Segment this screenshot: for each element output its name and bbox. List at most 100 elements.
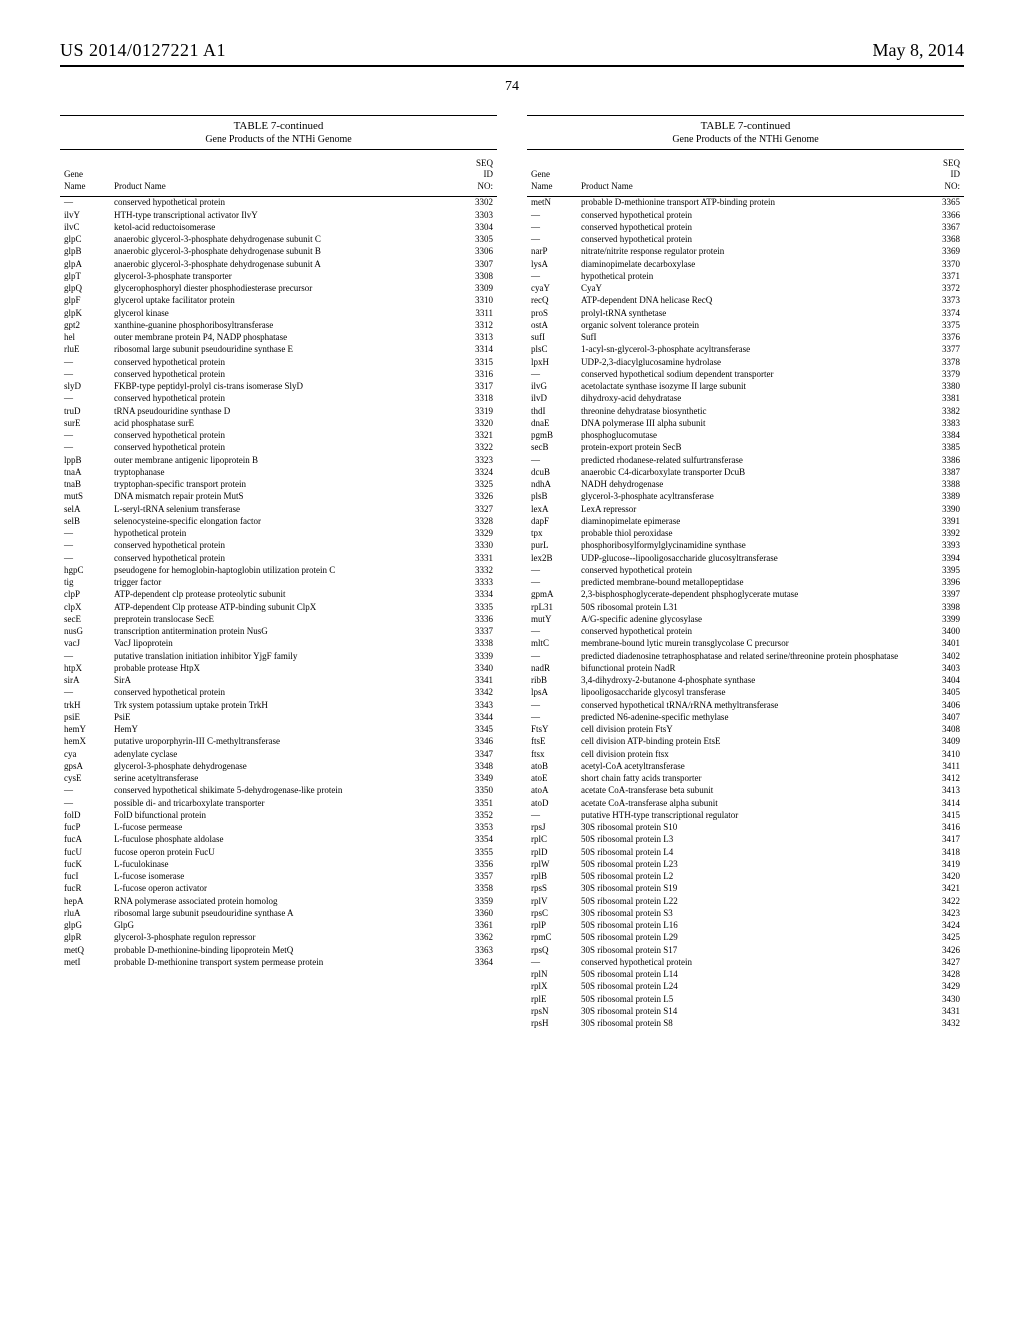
- cell-product: 30S ribosomal protein S14: [577, 1005, 918, 1017]
- cell-product: nitrate/nitrite response regulator prote…: [577, 246, 918, 258]
- table-row: ostAorganic solvent tolerance protein337…: [527, 319, 964, 331]
- cell-seq: 3335: [451, 601, 497, 613]
- cell-seq: 3380: [918, 381, 964, 393]
- cell-seq: 3304: [451, 221, 497, 233]
- cell-product: tRNA pseudouridine synthase D: [110, 405, 451, 417]
- table-row: rluEribosomal large subunit pseudouridin…: [60, 344, 497, 356]
- header-rule: [60, 65, 964, 67]
- cell-seq: 3346: [451, 736, 497, 748]
- table-row: glpTglycerol-3-phosphate transporter3308: [60, 270, 497, 282]
- cell-gene: truD: [60, 405, 110, 417]
- cell-product: conserved hypothetical sodium dependent …: [577, 368, 918, 380]
- cell-gene: ftsE: [527, 736, 577, 748]
- table-row: —conserved hypothetical protein3331: [60, 552, 497, 564]
- cell-product: conserved hypothetical protein: [577, 564, 918, 576]
- cell-gene: glpB: [60, 246, 110, 258]
- cell-gene: vacJ: [60, 638, 110, 650]
- table-row: atoBacetyl-CoA acetyltransferase3411: [527, 760, 964, 772]
- cell-gene: ostA: [527, 319, 577, 331]
- cell-gene: narP: [527, 246, 577, 258]
- table-row: psiEPsiE3344: [60, 711, 497, 723]
- cell-product: anaerobic C4-dicarboxylate transporter D…: [577, 466, 918, 478]
- cell-gene: clpP: [60, 589, 110, 601]
- cell-gene: rplD: [527, 846, 577, 858]
- cell-product: phosphoglucomutase: [577, 430, 918, 442]
- cell-product: anaerobic glycerol-3-phosphate dehydroge…: [110, 246, 451, 258]
- cell-product: glycerol-3-phosphate transporter: [110, 270, 451, 282]
- cell-product: L-fucose isomerase: [110, 871, 451, 883]
- cell-seq: 3305: [451, 234, 497, 246]
- cell-gene: cysE: [60, 773, 110, 785]
- cell-seq: 3363: [451, 944, 497, 956]
- cell-seq: 3413: [918, 785, 964, 797]
- cell-gene: hel: [60, 332, 110, 344]
- table-row: cyaadenylate cyclase3347: [60, 748, 497, 760]
- cell-gene: rplW: [527, 858, 577, 870]
- cell-seq: 3326: [451, 491, 497, 503]
- cell-product: conserved hypothetical tRNA/rRNA methylt…: [577, 699, 918, 711]
- cell-product: preprotein translocase SecE: [110, 613, 451, 625]
- table-row: rplC50S ribosomal protein L33417: [527, 834, 964, 846]
- cell-seq: 3401: [918, 638, 964, 650]
- cell-gene: trkH: [60, 699, 110, 711]
- table-row: gpt2xanthine-guanine phosphoribosyltrans…: [60, 319, 497, 331]
- table-row: glpFglycerol uptake facilitator protein3…: [60, 295, 497, 307]
- cell-product: putative translation initiation inhibito…: [110, 650, 451, 662]
- cell-gene: plsB: [527, 491, 577, 503]
- cell-product: outer membrane antigenic lipoprotein B: [110, 454, 451, 466]
- cell-seq: 3344: [451, 711, 497, 723]
- cell-gene: slyD: [60, 381, 110, 393]
- cell-seq: 3368: [918, 234, 964, 246]
- cell-gene: glpR: [60, 932, 110, 944]
- cell-product: prolyl-tRNA synthetase: [577, 307, 918, 319]
- cell-seq: 3345: [451, 724, 497, 736]
- table-row: hepARNA polymerase associated protein ho…: [60, 895, 497, 907]
- table-row: ilvYHTH-type transcriptional activator I…: [60, 209, 497, 221]
- cell-seq: 3379: [918, 368, 964, 380]
- table-row: hgpCpseudogene for hemoglobin-haptoglobi…: [60, 564, 497, 576]
- table-row: —possible di- and tricarboxylate transpo…: [60, 797, 497, 809]
- table-row: fucKL-fuculokinase3356: [60, 858, 497, 870]
- cell-gene: glpG: [60, 920, 110, 932]
- cell-product: cell division ATP-binding protein EtsE: [577, 736, 918, 748]
- cell-seq: 3355: [451, 846, 497, 858]
- cell-product: GlpG: [110, 920, 451, 932]
- cell-product: PsiE: [110, 711, 451, 723]
- table-row: —conserved hypothetical protein3400: [527, 626, 964, 638]
- cell-product: L-seryl-tRNA selenium transferase: [110, 503, 451, 515]
- cell-product: hypothetical protein: [110, 528, 451, 540]
- cell-seq: 3377: [918, 344, 964, 356]
- cell-gene: —: [527, 564, 577, 576]
- cell-seq: 3349: [451, 773, 497, 785]
- cell-seq: 3365: [918, 196, 964, 209]
- table-rule-top: [60, 115, 497, 116]
- cell-product: 50S ribosomal protein L3: [577, 834, 918, 846]
- cell-product: 50S ribosomal protein L5: [577, 993, 918, 1005]
- table-row: sirASirA3341: [60, 675, 497, 687]
- table-row: ftsEcell division ATP-binding protein Et…: [527, 736, 964, 748]
- cell-product: 50S ribosomal protein L29: [577, 932, 918, 944]
- table-row: rplV50S ribosomal protein L223422: [527, 895, 964, 907]
- cell-product: outer membrane protein P4, NADP phosphat…: [110, 332, 451, 344]
- cell-product: fucose operon protein FucU: [110, 846, 451, 858]
- cell-product: FolD bifunctional protein: [110, 809, 451, 821]
- cell-seq: 3343: [451, 699, 497, 711]
- cell-gene: lex2B: [527, 552, 577, 564]
- cell-seq: 3325: [451, 479, 497, 491]
- table-row: cysEserine acetyltransferase3349: [60, 773, 497, 785]
- cell-product: Trk system potassium uptake protein TrkH: [110, 699, 451, 711]
- cell-gene: ribB: [527, 675, 577, 687]
- table-row: glpAanaerobic glycerol-3-phosphate dehyd…: [60, 258, 497, 270]
- cell-seq: 3415: [918, 809, 964, 821]
- table-row: plsBglycerol-3-phosphate acyltransferase…: [527, 491, 964, 503]
- cell-product: 50S ribosomal protein L31: [577, 601, 918, 613]
- table-row: glpCanaerobic glycerol-3-phosphate dehyd…: [60, 234, 497, 246]
- cell-gene: cyaY: [527, 283, 577, 295]
- cell-product: lipooligosaccharide glycosyl transferase: [577, 687, 918, 699]
- table-row: atoAacetate CoA-transferase beta subunit…: [527, 785, 964, 797]
- cell-gene: rpsJ: [527, 822, 577, 834]
- cell-product: ATP-dependent DNA helicase RecQ: [577, 295, 918, 307]
- cell-seq: 3361: [451, 920, 497, 932]
- cell-product: predicted diadenosine tetraphosphatase a…: [577, 650, 918, 662]
- table-row: narPnitrate/nitrite response regulator p…: [527, 246, 964, 258]
